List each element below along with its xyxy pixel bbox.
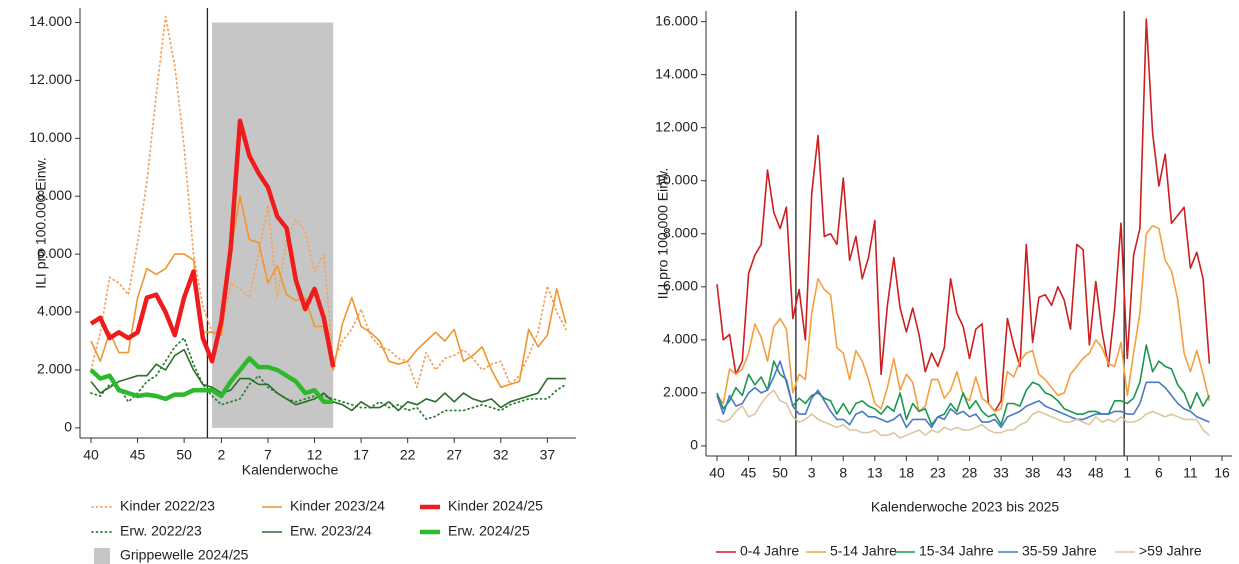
x-tick-label: 50 — [176, 447, 192, 463]
legend-swatch — [94, 548, 110, 564]
legend-label: >59 Jahre — [1139, 543, 1202, 559]
y-tick-label: 14.000 — [29, 13, 72, 29]
legend-label: 5-14 Jahre — [830, 543, 897, 559]
x-tick-label: 45 — [130, 447, 146, 463]
x-tick-label: 2 — [217, 447, 225, 463]
legend-label: Erw. 2022/23 — [120, 523, 202, 539]
x-tick-label: 50 — [772, 465, 788, 481]
x-tick-label: 22 — [400, 447, 416, 463]
x-tick-label: 17 — [353, 447, 369, 463]
x-tick-label: 3 — [808, 465, 816, 481]
y-tick-label: 0 — [64, 419, 72, 435]
series-line — [90, 337, 567, 421]
x-tick-label: 28 — [962, 465, 978, 481]
series-line — [716, 360, 1210, 429]
y-tick-label: 4.000 — [663, 331, 698, 347]
series-line — [89, 118, 336, 368]
x-tick-label: 33 — [993, 465, 1009, 481]
x-axis-title: Kalenderwoche 2023 bis 2025 — [871, 499, 1060, 515]
x-tick-label: 13 — [867, 465, 883, 481]
series-line — [716, 344, 1211, 426]
series-line — [89, 356, 334, 405]
x-tick-label: 23 — [930, 465, 946, 481]
y-tick-label: 12.000 — [29, 71, 72, 87]
y-tick-label: 8.000 — [37, 187, 72, 203]
legend-label: Grippewelle 2024/25 — [120, 547, 249, 563]
x-tick-label: 8 — [839, 465, 847, 481]
x-tick-label: 45 — [741, 465, 757, 481]
legend-label: Erw. 2023/24 — [290, 523, 372, 539]
x-tick-label: 12 — [307, 447, 323, 463]
series-line — [90, 15, 567, 389]
y-tick-label: 0 — [690, 437, 698, 453]
legend-label: Kinder 2022/23 — [120, 498, 215, 514]
x-tick-label: 38 — [1025, 465, 1041, 481]
x-tick-label: 40 — [709, 465, 725, 481]
y-tick-label: 6.000 — [37, 245, 72, 261]
series-line — [716, 225, 1211, 413]
x-axis-title: Kalenderwoche — [242, 462, 339, 478]
y-tick-label: 16.000 — [655, 12, 698, 28]
y-tick-label: 10.000 — [655, 171, 698, 187]
x-tick-label: 16 — [1214, 465, 1230, 481]
legend-label: Kinder 2023/24 — [290, 498, 385, 514]
y-tick-label: 10.000 — [29, 129, 72, 145]
y-axis-title: ILI pro 100.000 Einw. — [33, 157, 49, 289]
y-tick-label: 8.000 — [663, 224, 698, 240]
y-tick-label: 2.000 — [663, 384, 698, 400]
legend-label: 15-34 Jahre — [919, 543, 994, 559]
series-line — [90, 348, 566, 412]
x-tick-label: 27 — [446, 447, 462, 463]
y-tick-label: 2.000 — [37, 361, 72, 377]
y-tick-label: 14.000 — [655, 65, 698, 81]
x-tick-label: 6 — [1155, 465, 1163, 481]
legend-label: 0-4 Jahre — [740, 543, 799, 559]
series-line — [716, 389, 1210, 439]
x-tick-label: 1 — [1123, 465, 1131, 481]
x-tick-label: 40 — [83, 447, 99, 463]
x-tick-label: 37 — [540, 447, 556, 463]
legend-label: Erw. 2024/25 — [448, 523, 530, 539]
y-tick-label: 12.000 — [655, 118, 698, 134]
y-axis-title: ILI pro 100.000 Einw. — [655, 168, 671, 300]
x-tick-label: 18 — [899, 465, 915, 481]
y-tick-label: 6.000 — [663, 278, 698, 294]
y-tick-label: 4.000 — [37, 303, 72, 319]
series-line — [716, 18, 1211, 413]
x-tick-label: 32 — [493, 447, 509, 463]
legend-label: Kinder 2024/25 — [448, 498, 543, 514]
x-tick-label: 11 — [1183, 465, 1198, 481]
x-tick-label: 7 — [264, 447, 272, 463]
x-tick-label: 48 — [1088, 465, 1104, 481]
legend-label: 35-59 Jahre — [1022, 543, 1097, 559]
x-tick-label: 43 — [1056, 465, 1072, 481]
